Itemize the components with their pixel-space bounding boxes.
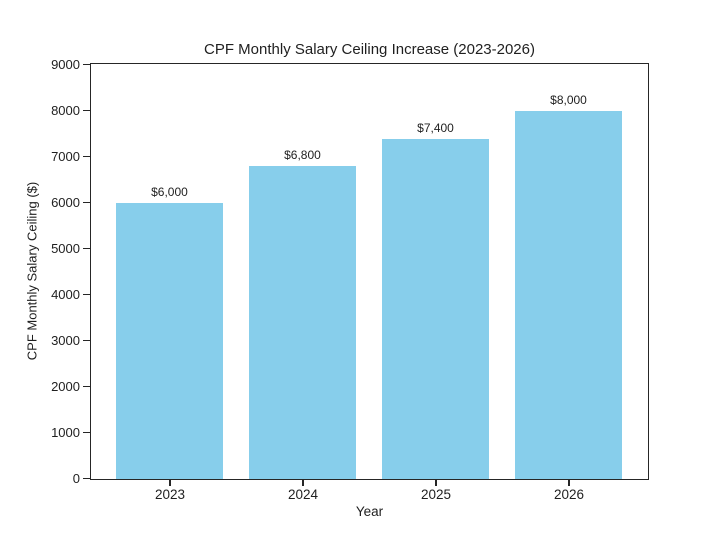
bar-value-label: $6,000 [151, 185, 188, 199]
y-tick-mark [83, 339, 90, 342]
x-tick-mark [435, 480, 437, 486]
x-tick-mark [568, 480, 570, 486]
x-tick-label: 2024 [287, 487, 318, 502]
y-tick-label: 7000 [51, 148, 80, 164]
chart-title: CPF Monthly Salary Ceiling Increase (202… [204, 41, 535, 58]
x-tick-label: 2025 [420, 487, 452, 502]
y-tick-mark [83, 385, 90, 388]
x-tick-label: 2026 [553, 487, 585, 502]
y-tick-mark [83, 155, 90, 158]
bar-value-label: $7,400 [417, 120, 454, 135]
y-tick-label: 9000 [51, 56, 80, 72]
bar [116, 203, 223, 479]
y-tick-mark [83, 201, 90, 204]
x-tick-label: 2023 [154, 487, 185, 502]
bar [382, 138, 489, 479]
x-axis-title: Year [355, 504, 384, 519]
bar-value-label: $6,800 [284, 148, 321, 163]
y-tick-label: 3000 [51, 332, 80, 348]
bar [515, 111, 622, 479]
y-tick-label: 1000 [51, 424, 80, 440]
bar [249, 166, 356, 479]
y-tick-label: 2000 [51, 378, 80, 394]
bar-value-label: $8,000 [550, 93, 587, 107]
y-tick-label: 8000 [51, 102, 80, 118]
x-tick-mark [169, 480, 171, 486]
y-tick-label: 4000 [51, 286, 80, 302]
y-tick-label: 6000 [51, 194, 80, 210]
y-tick-mark [83, 477, 90, 480]
y-tick-mark [83, 247, 90, 250]
y-tick-mark [83, 63, 90, 66]
y-tick-mark [83, 109, 90, 112]
y-tick-mark [83, 293, 90, 296]
y-tick-label: 0 [72, 470, 80, 486]
y-tick-label: 5000 [51, 240, 80, 256]
plot-area: $6,000 $6,800 $7,400 $8,000 [90, 63, 649, 480]
x-tick-mark [302, 480, 304, 486]
y-tick-mark [83, 431, 90, 434]
